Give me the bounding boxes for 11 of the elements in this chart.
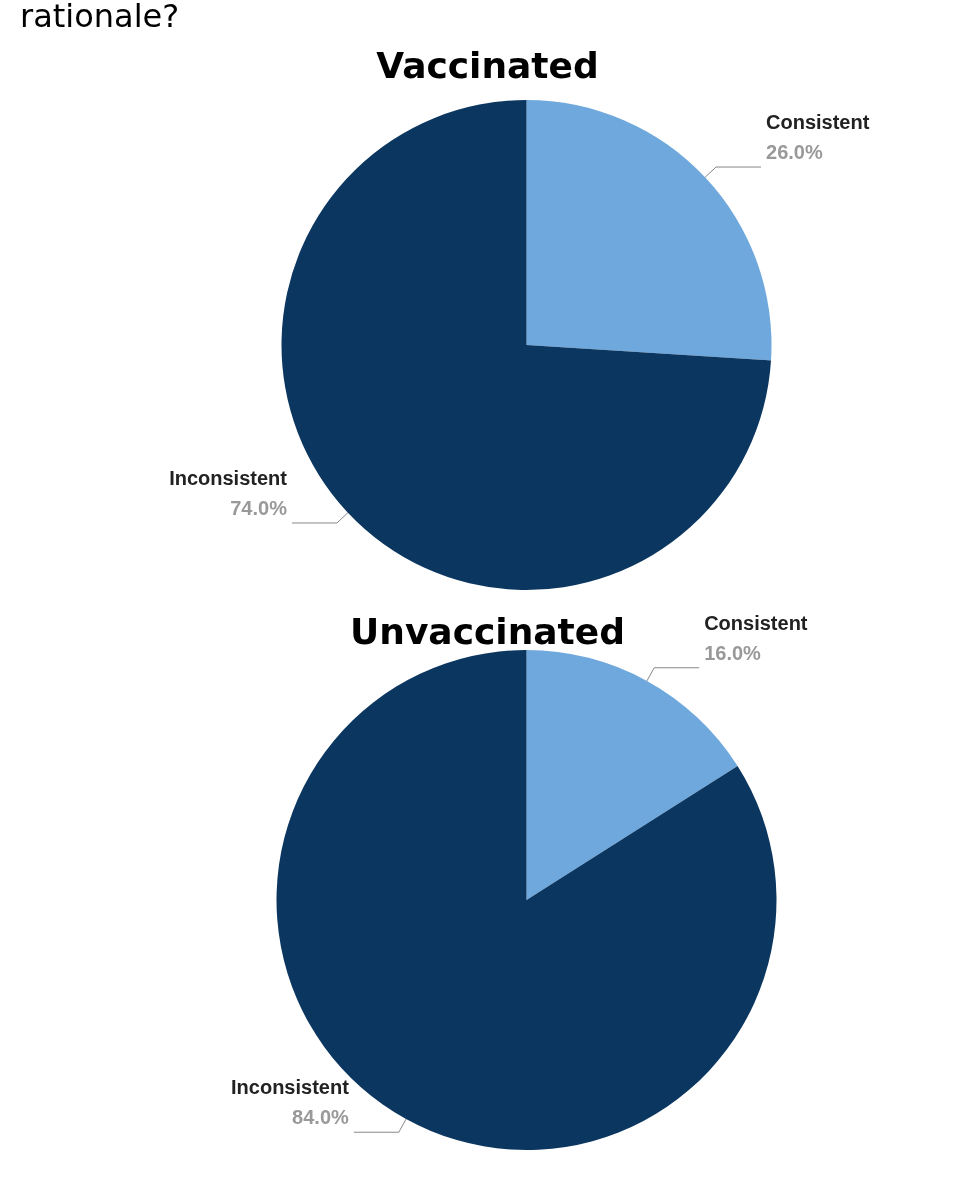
slice-label: Inconsistent [169,466,288,489]
data-label: 26.0% [766,141,823,164]
data-label: 74.0% [230,496,288,519]
chart-title: Unvaccinated [350,610,625,652]
text: rationale? [20,0,180,35]
chart-title: Vaccinated [376,44,599,86]
slice-label: Inconsistent [231,1076,350,1099]
slice-label: Consistent [766,111,870,134]
slice-label: Consistent [704,611,808,634]
data-label: 16.0% [704,641,762,664]
data-label: 84.0% [292,1106,350,1129]
